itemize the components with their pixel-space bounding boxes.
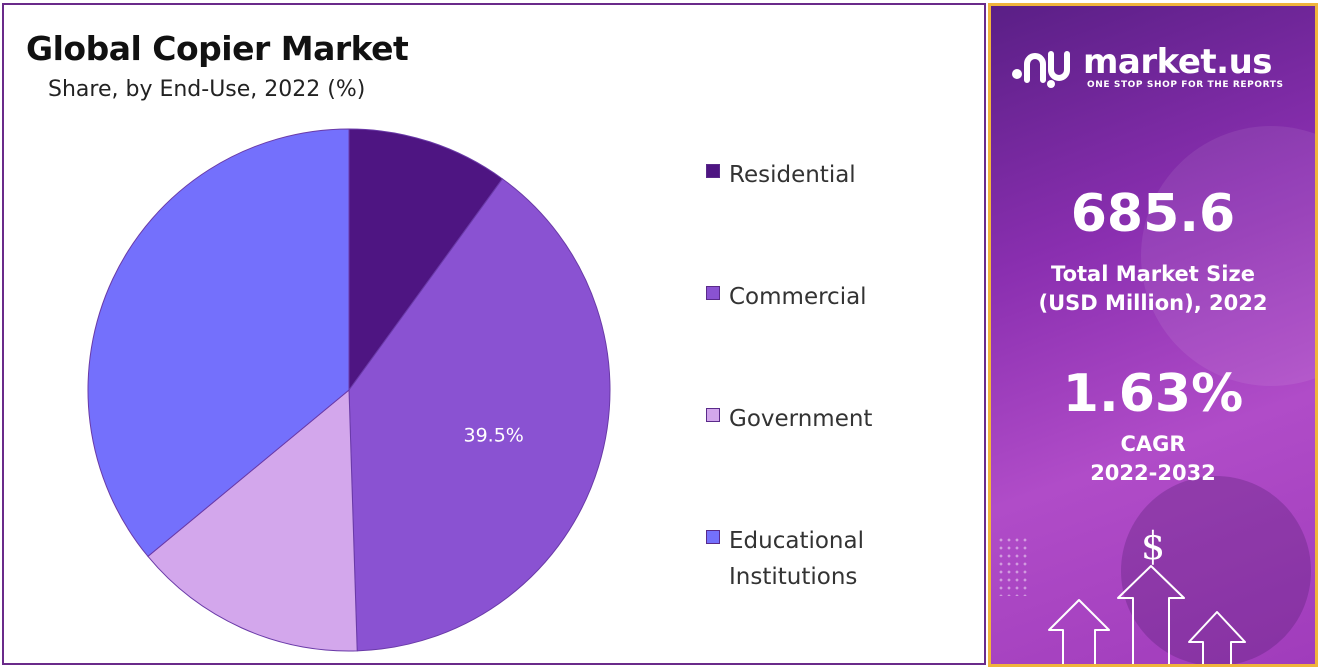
legend-label: Government — [729, 406, 873, 432]
dot-pattern — [997, 536, 1027, 596]
chart-title: Global Copier Market — [26, 29, 409, 68]
legend-label: Residential — [729, 162, 856, 188]
brand-logo: market.us ONE STOP SHOP FOR THE REPORTS — [1011, 42, 1301, 102]
summary-panel: market.us ONE STOP SHOP FOR THE REPORTS … — [988, 3, 1318, 667]
market-us-logo-icon — [1012, 51, 1070, 88]
cagr-label: CAGR 2022-2032 — [1090, 432, 1216, 485]
pie-data-label-1: 39.5% — [464, 425, 524, 447]
pie-slice-0 — [348, 128, 504, 392]
pie-chart: 39.5% — [87, 128, 611, 652]
growth-arrows-icon — [1048, 565, 1246, 664]
pie-slice-3 — [87, 128, 350, 558]
pie-slice-2 — [147, 388, 358, 652]
brand-tagline: ONE STOP SHOP FOR THE REPORTS — [1087, 80, 1284, 90]
legend-swatch — [706, 286, 720, 300]
chart-panel: Global Copier Market Share, by End-Use, … — [2, 3, 986, 665]
market-size-label: Total Market Size (USD Million), 2022 — [1038, 262, 1268, 315]
legend-item-0: Residential — [706, 157, 929, 193]
chart-subtitle: Share, by End-Use, 2022 (%) — [48, 77, 366, 102]
legend-swatch — [706, 408, 720, 422]
legend-label: Educational Institutions — [729, 528, 864, 590]
legend-label: Commercial — [729, 284, 867, 310]
cagr-value: 1.63% — [1062, 364, 1244, 424]
legend-swatch — [706, 164, 720, 178]
pie-slice-1 — [348, 178, 611, 652]
background-shade — [1121, 476, 1311, 664]
legend-swatch — [706, 530, 720, 544]
legend-item-2: Government — [706, 401, 929, 437]
brand-name: market.us — [1083, 42, 1273, 82]
dollar-icon: $ — [1141, 524, 1166, 568]
legend-item-3: Educational Institutions — [706, 523, 929, 595]
legend-item-1: Commercial — [706, 279, 929, 315]
market-size-value: 685.6 — [1070, 184, 1236, 244]
